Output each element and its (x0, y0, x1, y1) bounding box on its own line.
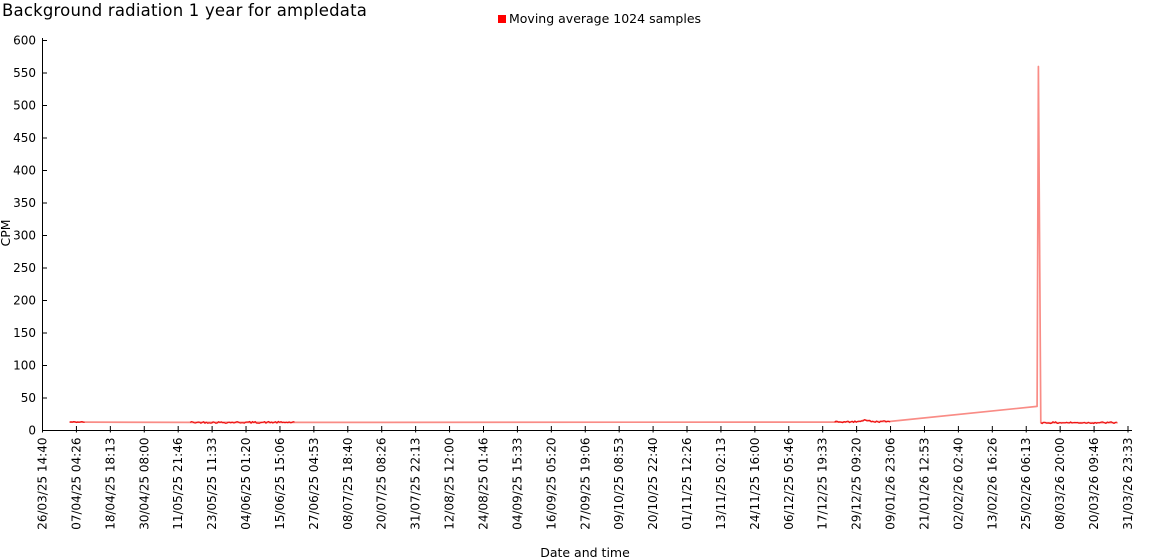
y-tick-label: 550 (13, 66, 36, 80)
x-tick-label: 21/01/26 12:53 (917, 438, 931, 530)
y-tick-label: 250 (13, 261, 36, 275)
y-axis-title: CPM (0, 219, 13, 246)
x-tick-label: 06/12/25 05:46 (782, 438, 796, 530)
series-line-dense (189, 420, 295, 424)
x-tick-label: 09/01/26 23:06 (884, 438, 898, 530)
x-tick-label: 04/09/25 15:33 (510, 438, 524, 530)
x-tick-label: 16/09/25 05:20 (544, 438, 558, 530)
x-tick-label: 09/10/25 08:53 (612, 438, 626, 530)
y-tick-label: 300 (13, 229, 36, 243)
y-tick-label: 100 (13, 359, 36, 373)
x-tick-label: 27/06/25 04:53 (307, 438, 321, 530)
x-axis-title: Date and time (540, 545, 630, 560)
y-tick-label: 200 (13, 294, 36, 308)
y-tick-label: 350 (13, 196, 36, 210)
legend-marker-icon (498, 14, 506, 23)
y-tick-label: 400 (13, 164, 36, 178)
legend-label: Moving average 1024 samples (509, 11, 702, 26)
x-tick-label: 17/12/25 19:33 (816, 438, 830, 530)
series-line-dense (1040, 421, 1117, 425)
x-tick-label: 13/11/25 02:13 (714, 438, 728, 530)
x-tick-label: 02/02/26 02:40 (951, 438, 965, 530)
x-tick-label: 04/06/25 01:20 (239, 438, 253, 530)
series-line-dense (69, 421, 85, 424)
x-tick-label: 25/02/26 06:13 (1019, 438, 1033, 530)
x-tick-label: 26/03/25 14:40 (36, 438, 50, 530)
x-tick-label: 31/07/25 22:13 (409, 438, 423, 530)
x-tick-label: 07/04/25 04:26 (69, 438, 83, 530)
y-tick-label: 150 (13, 326, 36, 340)
series-line (69, 65, 1118, 424)
x-tick-label: 11/05/25 21:46 (171, 438, 185, 530)
y-tick-label: 500 (13, 99, 36, 113)
x-tick-label: 01/11/25 12:26 (680, 438, 694, 530)
y-tick-label: 0 (28, 424, 36, 438)
x-tick-label: 24/08/25 01:46 (476, 438, 490, 530)
x-tick-label: 18/04/25 18:13 (103, 438, 117, 530)
x-tick-label: 08/07/25 18:40 (341, 438, 355, 530)
series-line-dense (834, 419, 891, 424)
y-tick-label: 450 (13, 131, 36, 145)
y-tick-label: 50 (21, 391, 36, 405)
x-tick-label: 12/08/25 12:00 (443, 438, 457, 530)
legend: Moving average 1024 samples (498, 11, 701, 26)
y-tick-label: 600 (13, 34, 36, 48)
x-tick-label: 08/03/26 20:00 (1053, 438, 1067, 530)
chart-title: Background radiation 1 year for ampledat… (2, 1, 368, 20)
x-tick-label: 20/10/25 22:40 (646, 438, 660, 530)
x-tick-label: 20/07/25 08:26 (375, 438, 389, 530)
x-tick-label: 20/03/26 09:46 (1087, 438, 1101, 530)
x-tick-label: 23/05/25 11:33 (205, 438, 219, 530)
x-tick-label: 31/03/26 23:33 (1121, 438, 1135, 530)
x-tick-label: 13/02/26 16:26 (985, 438, 999, 530)
x-tick-label: 15/06/25 15:06 (273, 438, 287, 530)
x-tick-label: 29/12/25 09:20 (850, 438, 864, 530)
x-tick-label: 27/09/25 19:06 (578, 438, 592, 530)
x-tick-label: 30/04/25 08:00 (137, 438, 151, 530)
x-tick-label: 24/11/25 16:00 (748, 438, 762, 530)
